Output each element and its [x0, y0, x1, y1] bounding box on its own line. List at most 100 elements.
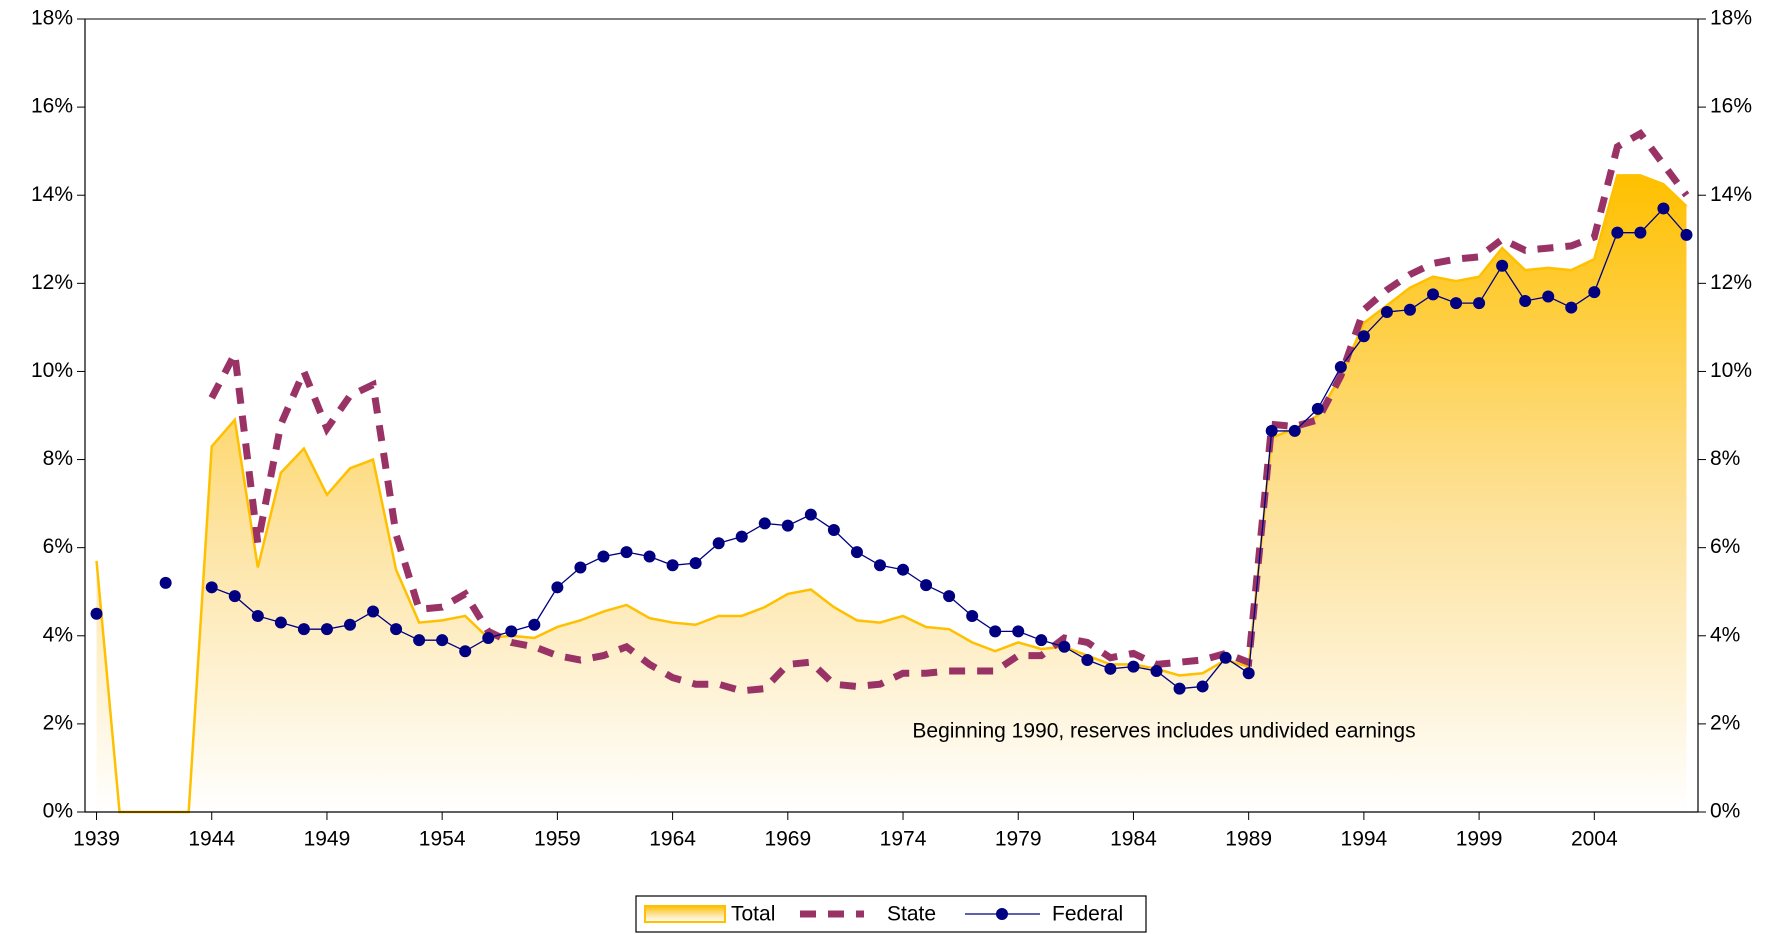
x-tick-label: 1939: [73, 828, 120, 851]
federal-point: [274, 616, 287, 629]
federal-point: [1450, 297, 1463, 310]
federal-point: [1058, 640, 1071, 653]
federal-point: [228, 590, 241, 603]
legend-label: State: [887, 903, 936, 926]
federal-point: [1380, 305, 1393, 318]
x-tick-label: 1964: [649, 828, 696, 851]
federal-point: [343, 618, 356, 631]
legend-label: Federal: [1052, 903, 1123, 926]
federal-point: [1242, 667, 1255, 680]
federal-point: [574, 561, 587, 574]
total-area: [96, 175, 1687, 812]
federal-point: [1012, 625, 1025, 638]
federal-point: [320, 623, 333, 636]
federal-point: [1150, 665, 1163, 678]
federal-point: [897, 563, 910, 576]
total-line: [95, 174, 1688, 814]
federal-point: [390, 623, 403, 636]
federal-point: [966, 609, 979, 622]
federal-point: [1565, 301, 1578, 314]
y2-tick-label: 8%: [1710, 447, 1740, 470]
legend-swatch: [996, 908, 1008, 920]
y2-tick-label: 2%: [1710, 711, 1740, 734]
legend: Total State Federal: [635, 895, 1147, 933]
y-tick-label: 12%: [31, 271, 73, 294]
federal-point: [1427, 288, 1440, 301]
y2-tick-label: 16%: [1710, 95, 1752, 118]
legend-label: Total: [731, 903, 775, 926]
federal-point: [827, 524, 840, 537]
y-tick-label: 0%: [43, 800, 73, 823]
legend-swatch: [644, 905, 726, 923]
x-tick-label: 1979: [995, 828, 1042, 851]
federal-point: [205, 581, 218, 594]
federal-point: [528, 618, 541, 631]
y2-tick-label: 14%: [1710, 183, 1752, 206]
federal-point: [666, 559, 679, 572]
federal-point: [689, 557, 702, 570]
federal-point: [920, 579, 933, 592]
federal-point: [804, 508, 817, 521]
federal-point: [1403, 303, 1416, 316]
federal-point: [1473, 297, 1486, 310]
y-tick-label: 2%: [43, 711, 73, 734]
federal-point: [1219, 651, 1232, 664]
federal-point: [735, 530, 748, 543]
federal-point: [367, 605, 380, 618]
federal-point: [758, 517, 771, 530]
federal-point: [1519, 294, 1532, 307]
x-tick-label: 1969: [764, 828, 811, 851]
federal-point: [1357, 330, 1370, 343]
federal-point: [482, 631, 495, 644]
y-tick-label: 10%: [31, 359, 73, 382]
federal-point: [1104, 662, 1117, 675]
x-tick-label: 1994: [1341, 828, 1388, 851]
federal-point: [850, 546, 863, 559]
y-tick-label: 8%: [43, 447, 73, 470]
federal-point: [413, 634, 426, 647]
x-tick-label: 1949: [304, 828, 351, 851]
federal-point: [597, 550, 610, 563]
x-tick-label: 2004: [1571, 828, 1618, 851]
y-tick-label: 6%: [43, 535, 73, 558]
y2-tick-label: 4%: [1710, 623, 1740, 646]
y-tick-label: 14%: [31, 183, 73, 206]
y-tick-label: 18%: [31, 7, 73, 30]
federal-point: [1542, 290, 1555, 303]
annotation: Beginning 1990, reserves includes undivi…: [912, 720, 1415, 743]
x-tick-label: 1954: [419, 828, 466, 851]
x-tick-label: 1989: [1225, 828, 1272, 851]
federal-point: [620, 546, 633, 559]
federal-point: [1588, 286, 1601, 299]
federal-point: [1288, 424, 1301, 437]
x-tick-label: 1999: [1456, 828, 1503, 851]
federal-point: [1657, 202, 1670, 215]
y2-tick-label: 12%: [1710, 271, 1752, 294]
y-tick-label: 16%: [31, 95, 73, 118]
federal-point: [712, 537, 725, 550]
federal-point: [873, 559, 886, 572]
federal-point: [1496, 259, 1509, 272]
federal-point: [1081, 654, 1094, 667]
federal-point: [159, 576, 172, 589]
federal-point: [505, 625, 518, 638]
x-tick-label: 1984: [1110, 828, 1157, 851]
y2-tick-label: 18%: [1710, 7, 1752, 30]
federal-point: [1173, 682, 1186, 695]
state-line: [208, 128, 1690, 695]
federal-point: [1611, 226, 1624, 239]
federal-point: [297, 623, 310, 636]
federal-point: [1196, 680, 1209, 693]
federal-point: [1634, 226, 1647, 239]
y2-tick-label: 0%: [1710, 800, 1740, 823]
federal-point: [643, 550, 656, 563]
federal-point: [1680, 228, 1693, 241]
x-tick-label: 1959: [534, 828, 581, 851]
x-tick-label: 1974: [880, 828, 927, 851]
federal-point: [1334, 361, 1347, 374]
federal-point: [90, 607, 103, 620]
federal-point: [1311, 402, 1324, 415]
federal-point: [943, 590, 956, 603]
